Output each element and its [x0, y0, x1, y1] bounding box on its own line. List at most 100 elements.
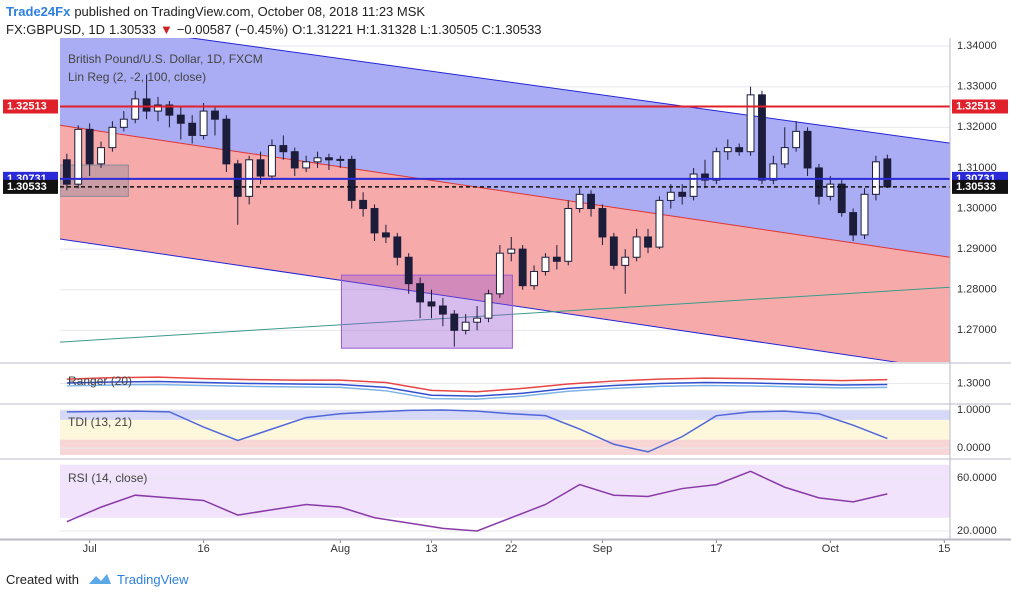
candle-body — [370, 208, 379, 234]
y-tick-label: 1.28000 — [957, 284, 997, 296]
created-with: Created with — [6, 571, 79, 587]
candle-body — [404, 256, 413, 285]
candle-body — [735, 147, 744, 153]
last-price: 1.30533 — [108, 22, 156, 37]
change: −0.00587 (−0.45%) — [176, 22, 289, 37]
candle-body — [233, 163, 242, 197]
candle-body — [849, 212, 858, 236]
candle-body — [769, 163, 778, 181]
candle-body — [450, 313, 459, 331]
candle-body — [199, 110, 208, 136]
band — [60, 439, 950, 455]
level-tag — [952, 99, 1008, 114]
band — [60, 464, 950, 518]
channel-fill-lower — [60, 125, 950, 362]
candle-body — [518, 248, 527, 287]
candle-body — [347, 158, 356, 201]
candle-body — [154, 104, 162, 112]
candle-body — [302, 161, 311, 169]
y-tick-label: 1.3000 — [957, 377, 991, 389]
indicator-line — [66, 380, 888, 397]
candle-body — [621, 256, 630, 266]
candle-body — [256, 159, 265, 177]
indicator-title: RSI (14, close) — [68, 471, 147, 485]
x-tick-label: Sep — [593, 543, 613, 555]
candle-body — [97, 147, 105, 165]
candle-body — [803, 130, 812, 169]
y-tick-label: 1.30000 — [957, 202, 997, 214]
candle-body — [712, 151, 721, 181]
channel-fill-upper — [60, 38, 950, 258]
candle-body — [427, 301, 436, 307]
candle-body — [85, 128, 94, 165]
candle-body — [438, 305, 447, 315]
level-label: 1.30533 — [956, 181, 996, 193]
level-label: 1.30533 — [7, 181, 47, 193]
candle-body — [279, 145, 288, 153]
x-tick-label: Aug — [331, 543, 351, 555]
candle-body — [609, 236, 618, 266]
chart-title: British Pound/U.S. Dollar, 1D, FXCM — [68, 52, 263, 66]
band — [60, 409, 950, 420]
candle-body — [74, 128, 83, 185]
candle-body — [689, 173, 698, 197]
candle-body — [393, 236, 402, 258]
candle-body — [575, 193, 584, 210]
level-label: 1.32513 — [7, 100, 47, 112]
candle-body — [552, 256, 561, 262]
candle-body — [325, 157, 333, 161]
candle-body — [723, 147, 732, 153]
lin-reg-line — [60, 124, 950, 258]
y-tick-label: 20.0000 — [957, 525, 997, 537]
header: Trade24Fx published on TradingView.com, O… — [6, 4, 429, 19]
symbol-line: FX:GBPUSD, 1D 1.30533 ▼ −0.00587 (−0.45%) O:… — [6, 22, 546, 37]
candle-body — [484, 293, 493, 319]
lin-reg-line — [60, 238, 899, 362]
candle-body — [860, 193, 869, 236]
x-tick-label: 17 — [710, 543, 722, 555]
x-tick-label: Oct — [822, 543, 839, 555]
brand[interactable]: TradingView — [116, 571, 189, 587]
candle-body — [211, 110, 219, 120]
indicator-line — [66, 383, 888, 400]
y-tick-label: 1.29000 — [957, 243, 997, 255]
candle-body — [792, 130, 801, 149]
candle-body — [678, 191, 687, 197]
indicator-line — [66, 409, 888, 453]
symbol: FX:GBPUSD, 1D — [6, 22, 105, 37]
candle-body — [222, 118, 231, 165]
published: published on TradingView.com, October 08… — [74, 4, 426, 19]
candle-body — [495, 252, 504, 295]
y-tick-label: 1.32000 — [957, 121, 997, 133]
x-tick-label: 15 — [938, 543, 950, 555]
candle-body — [632, 236, 641, 258]
level-label: 1.32513 — [956, 100, 996, 112]
candle-body — [359, 199, 368, 210]
candle-body — [815, 167, 823, 197]
candle-body — [701, 173, 709, 181]
candle-body — [62, 159, 71, 185]
candle-body — [188, 122, 197, 136]
candle-body — [564, 208, 573, 262]
ohlc: O:1.31221 H:1.31328 L:1.30505 C:1.30533 — [292, 22, 542, 37]
lin-reg-line — [188, 38, 950, 144]
author[interactable]: Trade24Fx — [6, 4, 71, 19]
footer: Created with TradingView — [6, 571, 189, 587]
candle-body — [587, 193, 595, 210]
box — [60, 164, 129, 197]
candle-body — [268, 145, 276, 177]
level-tag — [3, 179, 58, 194]
candle-body — [165, 104, 174, 116]
box — [340, 274, 513, 349]
candle-body — [336, 158, 345, 161]
y-tick-label: 1.0000 — [957, 404, 991, 416]
y-tick-label: 1.27000 — [957, 324, 997, 336]
rsi-plot — [60, 464, 950, 532]
indicator-line — [66, 376, 888, 393]
candle-body — [119, 118, 128, 128]
chart-subtitle: Lin Reg (2, -2, 100, close) — [68, 70, 206, 84]
trend-line — [60, 286, 950, 343]
candle-body — [541, 256, 550, 272]
candle-body — [313, 157, 322, 163]
